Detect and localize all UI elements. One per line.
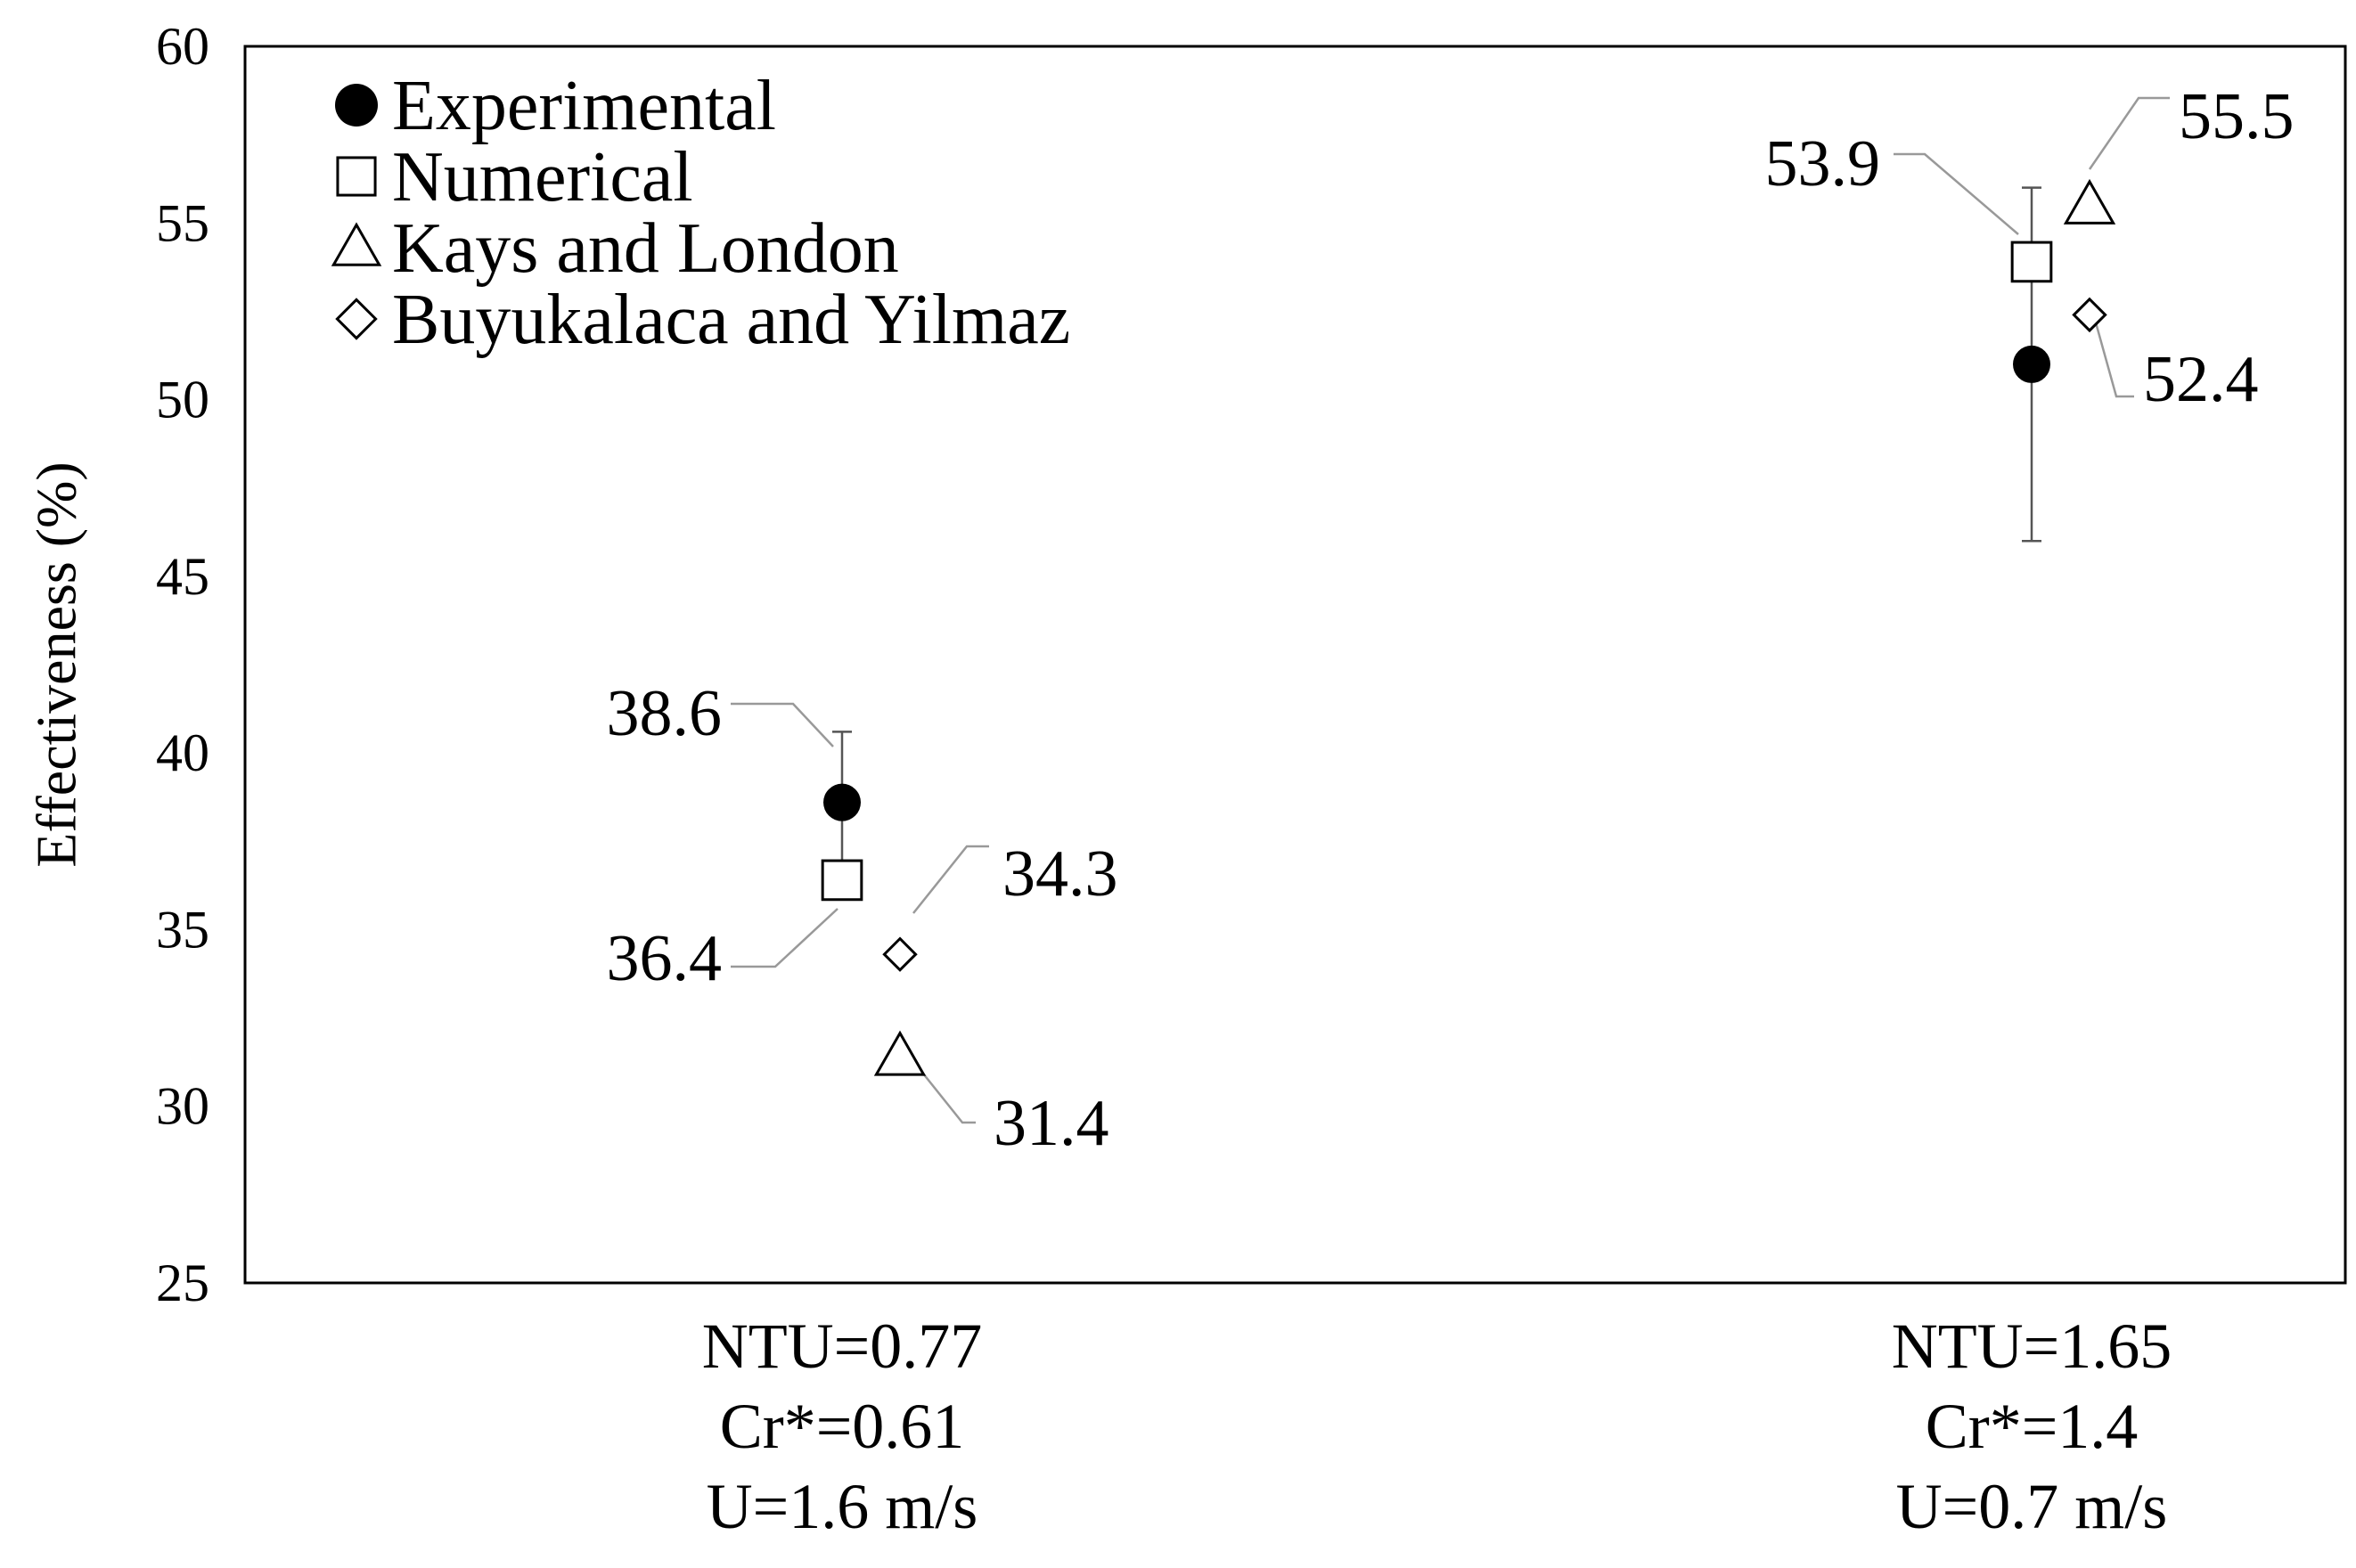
- legend-marker-open-triangle: [331, 222, 382, 266]
- x-category-label: Cr*=0.61: [720, 1391, 965, 1462]
- data-label-leader: [1894, 152, 2019, 235]
- y-tick-label: 25: [156, 1254, 209, 1312]
- x-axis-categories: NTU=0.77 Cr*=0.61 U=1.6 m/s NTU=1.65 Cr*=1.4…: [702, 1311, 2172, 1542]
- x-category-label: Cr*=1.4: [1926, 1391, 2139, 1462]
- legend-label: Experimental: [392, 67, 776, 145]
- x-category-label: U=1.6 m/s: [707, 1471, 978, 1542]
- legend-marker-open-square: [336, 156, 377, 197]
- data-label: 52.4: [2143, 343, 2259, 416]
- y-tick-label: 60: [156, 17, 209, 76]
- y-tick-label: 55: [156, 193, 209, 252]
- numerical-point: [2010, 241, 2053, 283]
- y-tick-label: 50: [156, 371, 209, 429]
- kays-london-point: [873, 1030, 927, 1076]
- data-label: 53.9: [1765, 127, 1881, 200]
- y-axis-title: Effectiveness (%): [25, 461, 88, 868]
- y-tick-label: 40: [156, 723, 209, 782]
- data-label: 38.6: [607, 677, 723, 750]
- experimental-point: [823, 783, 861, 821]
- x-category-label: NTU=1.65: [1892, 1311, 2172, 1382]
- data-label-leader: [2088, 96, 2170, 170]
- data-label-leader: [912, 845, 989, 914]
- data-label: 31.4: [994, 1087, 1109, 1160]
- legend-marker-open-diamond: [335, 298, 378, 340]
- data-label-leader: [731, 908, 839, 968]
- y-tick-label: 45: [156, 547, 209, 606]
- plot-frame: [243, 45, 2347, 1285]
- y-tick-label: 35: [156, 900, 209, 959]
- legend-label: Kays and London: [392, 209, 899, 288]
- x-category-label: NTU=0.77: [702, 1311, 983, 1382]
- data-label: 34.3: [1002, 837, 1118, 911]
- experimental-point: [2013, 345, 2050, 383]
- legend-marker-filled-circle: [335, 84, 378, 127]
- buyukalaca-yilmaz-point: [882, 936, 918, 972]
- legend-label: Numerical: [392, 138, 693, 216]
- numerical-point: [821, 859, 863, 902]
- legend-label: Buyukalaca and Yilmaz: [392, 281, 1070, 359]
- data-label: 55.5: [2179, 80, 2295, 153]
- y-tick-label: 30: [156, 1077, 209, 1136]
- data-label: 36.4: [607, 922, 723, 995]
- kays-london-point: [2063, 178, 2116, 225]
- buyukalaca-yilmaz-point: [2072, 297, 2107, 333]
- data-label-leader: [731, 702, 834, 747]
- x-category-label: U=0.7 m/s: [1896, 1471, 2168, 1542]
- plot-area: 38.6 36.4 53.9 31.4 55.5 34.3 52.4: [607, 80, 2295, 1160]
- y-axis-ticks: 25 30 35 40 45 50 55 60: [156, 17, 209, 1312]
- data-label-leader: [2092, 315, 2134, 398]
